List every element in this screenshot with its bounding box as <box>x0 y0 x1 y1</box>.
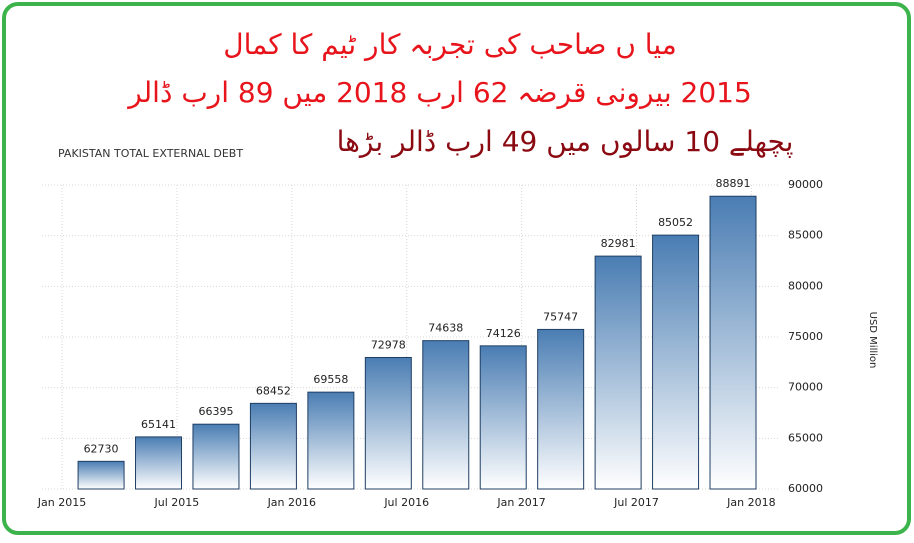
y-tick-label: 85000 <box>788 229 823 242</box>
y-tick-label: 75000 <box>788 330 823 343</box>
y-tick-label: 70000 <box>788 381 823 394</box>
data-label: 68452 <box>256 384 291 397</box>
data-label: 82981 <box>601 237 636 250</box>
data-label: 66395 <box>198 405 233 418</box>
bar <box>364 356 412 490</box>
y-tick-label: 65000 <box>788 431 823 444</box>
y-tick-label: 90000 <box>788 178 823 191</box>
data-label: 65141 <box>141 418 176 431</box>
chart-title: PAKISTAN TOTAL EXTERNAL DEBT <box>58 147 243 160</box>
x-tick-label: Jan 2016 <box>267 496 316 509</box>
data-label: 75747 <box>543 310 578 323</box>
x-tick-label: Jul 2017 <box>613 496 659 509</box>
bar <box>652 234 700 490</box>
y-tick-label: 60000 <box>788 482 823 495</box>
y-axis-label: USD Million <box>867 312 878 369</box>
headline: پچھلے 10 سالوں میں 49 ارب ڈالر بڑھا <box>337 125 794 158</box>
data-label: 74638 <box>428 322 463 335</box>
data-label: 85052 <box>658 216 693 229</box>
data-label: 74126 <box>486 327 521 340</box>
bar <box>594 255 642 490</box>
bar <box>537 328 585 490</box>
data-label: 69558 <box>313 373 348 386</box>
bar <box>422 340 470 490</box>
x-tick-label: Jan 2015 <box>37 496 86 509</box>
bar <box>307 391 355 490</box>
headline: 2015 بیرونی قرضہ 62 ارب 2018 میں 89 ارب … <box>126 76 752 109</box>
x-tick-label: Jan 2018 <box>726 496 775 509</box>
bar <box>135 436 183 490</box>
x-tick-label: Jul 2016 <box>383 496 429 509</box>
x-tick-label: Jul 2015 <box>154 496 200 509</box>
data-label: 72978 <box>371 338 406 351</box>
bar <box>77 460 125 490</box>
bar <box>709 195 757 490</box>
x-tick-label: Jan 2017 <box>496 496 545 509</box>
y-tick-label: 80000 <box>788 279 823 292</box>
data-label: 62730 <box>84 442 119 455</box>
bar <box>249 402 297 490</box>
data-label: 88891 <box>716 177 751 190</box>
headline: میا ں صاحب کی تجربہ کار ٹیم کا کمال <box>223 28 677 61</box>
bar <box>192 423 240 490</box>
bar <box>479 345 527 490</box>
